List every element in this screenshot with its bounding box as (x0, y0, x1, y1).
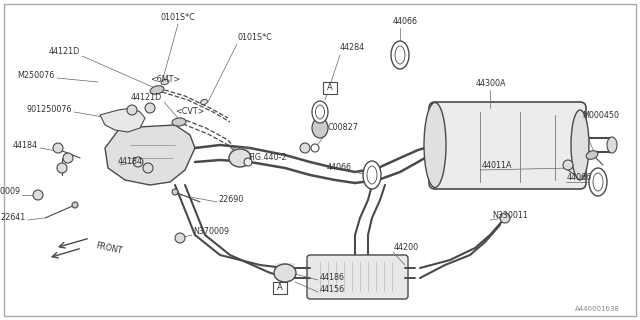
Circle shape (145, 103, 155, 113)
Circle shape (127, 105, 137, 115)
Text: M000450: M000450 (582, 111, 619, 121)
Text: A440001638: A440001638 (575, 306, 620, 312)
Text: N330011: N330011 (492, 212, 528, 220)
Ellipse shape (395, 46, 405, 64)
Text: 44284: 44284 (340, 44, 365, 52)
Text: 44121D: 44121D (49, 47, 80, 57)
Ellipse shape (589, 168, 607, 196)
Text: FIG.440-2: FIG.440-2 (248, 154, 287, 163)
Circle shape (175, 233, 185, 243)
Ellipse shape (367, 166, 377, 184)
Text: 901250076: 901250076 (26, 106, 72, 115)
Circle shape (33, 190, 43, 200)
Text: A: A (327, 84, 333, 92)
Bar (323, 82, 337, 94)
Circle shape (563, 160, 573, 170)
Circle shape (172, 189, 178, 195)
Ellipse shape (593, 173, 603, 191)
Ellipse shape (363, 161, 381, 189)
Ellipse shape (571, 110, 589, 180)
Circle shape (72, 202, 78, 208)
Text: 44121D: 44121D (131, 93, 162, 102)
Text: 44300A: 44300A (476, 79, 506, 89)
Text: 0101S*C: 0101S*C (237, 34, 272, 43)
Text: 44184: 44184 (118, 157, 143, 166)
Text: FRONT: FRONT (95, 241, 124, 255)
FancyBboxPatch shape (307, 255, 408, 299)
Circle shape (63, 153, 73, 163)
Ellipse shape (424, 102, 446, 188)
Polygon shape (100, 108, 145, 132)
Text: 44184: 44184 (13, 140, 38, 149)
Text: N370009: N370009 (193, 228, 229, 236)
Circle shape (311, 144, 319, 152)
Text: A: A (277, 284, 283, 292)
Polygon shape (105, 125, 195, 185)
Text: 0101S*C: 0101S*C (161, 13, 195, 22)
Ellipse shape (312, 101, 328, 123)
Circle shape (143, 163, 153, 173)
Text: 44066: 44066 (567, 173, 592, 182)
Circle shape (500, 213, 510, 223)
Bar (273, 282, 287, 294)
Text: 44066: 44066 (327, 164, 352, 172)
Circle shape (244, 158, 252, 166)
Ellipse shape (172, 118, 186, 126)
Ellipse shape (316, 105, 324, 119)
Text: 22641: 22641 (1, 213, 26, 222)
Ellipse shape (161, 79, 169, 84)
Text: N370009: N370009 (0, 188, 20, 196)
Text: <CVT>: <CVT> (175, 108, 204, 116)
Ellipse shape (274, 264, 296, 282)
Text: <6MT>: <6MT> (150, 76, 180, 84)
Circle shape (53, 143, 63, 153)
Text: 44066: 44066 (393, 18, 418, 27)
Text: C00827: C00827 (328, 124, 359, 132)
Text: 44011A: 44011A (482, 162, 513, 171)
Circle shape (133, 157, 143, 167)
Text: M250076: M250076 (18, 71, 55, 81)
Ellipse shape (200, 100, 207, 105)
Ellipse shape (150, 86, 164, 94)
Circle shape (300, 143, 310, 153)
Text: 44156: 44156 (320, 285, 345, 294)
Ellipse shape (391, 41, 409, 69)
Ellipse shape (229, 149, 251, 167)
Ellipse shape (312, 118, 328, 138)
Ellipse shape (586, 151, 598, 159)
Text: 22690: 22690 (218, 196, 243, 204)
Text: 44186: 44186 (320, 274, 345, 283)
Circle shape (57, 163, 67, 173)
FancyBboxPatch shape (429, 102, 586, 189)
Ellipse shape (607, 137, 617, 153)
Text: 44200: 44200 (394, 244, 419, 252)
